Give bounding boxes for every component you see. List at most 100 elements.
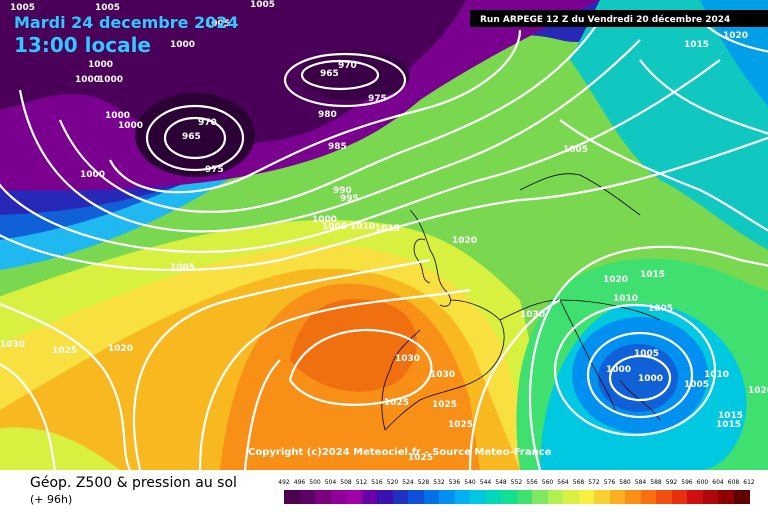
scale-swatch (516, 490, 533, 504)
scale-swatch (656, 490, 672, 504)
isobar-label: 985 (328, 142, 347, 152)
run-info: Run ARPEGE 12 Z du Vendredi 20 décembre … (480, 14, 730, 25)
scale-tick-label: 500 (309, 479, 321, 486)
scale-swatch (346, 490, 362, 504)
scale-swatch (563, 490, 579, 504)
isobar-label: 1000 (170, 40, 195, 50)
color-scale: 492 496 500 504 508 512 516 520 524 528 532 536 540 5… (278, 479, 755, 507)
scale-tick-label: 552 (510, 479, 523, 486)
scale-tick-label: 504 (324, 479, 337, 486)
isobar-label: 1030 (0, 340, 25, 350)
isobar-label: 1010 (350, 222, 375, 232)
scale-swatch (594, 490, 610, 504)
isobar-label: 1005 (634, 349, 659, 359)
scale-tick-label: 572 (588, 479, 600, 486)
scale-swatch (532, 490, 548, 504)
scale-tick-label: 512 (355, 479, 368, 486)
scale-swatch (718, 490, 734, 504)
scale-swatch (547, 490, 564, 504)
scale-tick-label: 596 (681, 479, 693, 486)
isobar-label: 990 (333, 186, 352, 196)
scale-swatch (361, 490, 378, 504)
isobar-label: 1000 (88, 60, 113, 70)
scale-swatch (423, 490, 440, 504)
scale-swatch (439, 490, 455, 504)
scale-tick-label: 520 (386, 479, 399, 486)
isobar-label: 1020 (108, 344, 133, 354)
isobar-label: 965 (182, 132, 201, 142)
isobar-label: 980 (318, 110, 337, 120)
z500-band-dark-purple (0, 0, 466, 144)
scale-swatch (501, 490, 517, 504)
isobar-label: 1015 (684, 40, 709, 50)
isobar-label: 1020 (452, 236, 477, 246)
isobar-label: 1015 (718, 411, 743, 421)
isobar-label: 970 (338, 61, 357, 71)
isobar-label: 970 (198, 118, 217, 128)
scale-tick-label: 536 (448, 479, 461, 486)
scale-tick-label: 492 (278, 479, 290, 486)
isobars (0, 19, 768, 470)
isobar-label: 1000 (606, 365, 631, 375)
isobar-label: 965 (320, 69, 339, 79)
scale-swatch (733, 490, 750, 504)
isobar-label: 1015 (716, 420, 741, 430)
scale-tick-label: 576 (603, 479, 616, 486)
legend-title: Géop. Z500 & pression au sol (30, 475, 237, 491)
scale-swatch (284, 490, 300, 504)
run-info-box (470, 10, 768, 27)
isobar-label: 1005 (10, 3, 35, 13)
isobar-label: 1010 (704, 370, 729, 380)
isobar-label: 1000 (118, 121, 143, 131)
isobar-label: 1005 (170, 263, 195, 273)
scale-swatch (609, 490, 626, 504)
isobar-label: 1020 (603, 275, 628, 285)
scale-tick-label: 600 (696, 479, 709, 486)
scale-tick-label: 564 (557, 479, 569, 486)
scale-swatch (687, 490, 703, 504)
scale-swatch (470, 490, 486, 504)
scale-tick-label: 608 (727, 479, 740, 486)
scale-tick-label: 496 (293, 479, 306, 486)
scale-swatch (315, 490, 331, 504)
scale-tick-label: 556 (526, 479, 538, 486)
scale-tick-label: 516 (371, 479, 383, 486)
forecast-time: 13:00 locale (14, 33, 151, 57)
isobar-label: 1005 (205, 19, 230, 29)
scale-tick-label: 548 (495, 479, 507, 486)
scale-tick-label: 532 (433, 479, 445, 486)
scale-swatch (408, 490, 424, 504)
scale-tick-label: 604 (712, 479, 724, 486)
isobar-label: 995 (340, 194, 359, 204)
isobar-label: 1000 (105, 111, 130, 121)
scale-swatch (625, 490, 641, 504)
scale-tick-label: 580 (619, 479, 631, 486)
isobar-label: 1005 (322, 222, 347, 232)
scale-swatch (671, 490, 688, 504)
isobar-label: 975 (205, 165, 224, 175)
scale-tick-label: 560 (541, 479, 554, 486)
isobar-label: 1025 (408, 453, 433, 463)
scale-tick-label: 524 (402, 479, 414, 486)
isobar-label: 1000 (312, 215, 337, 225)
isobar-label: 1005 (648, 304, 673, 314)
scale-swatch (377, 490, 393, 504)
weather-map: 1005 1005 1005 1005 1000 1000 1000 1000 … (0, 0, 768, 470)
isobar-label: 1005 (95, 3, 120, 13)
z500-band-dark-orange (290, 299, 417, 392)
scale-swatch (485, 490, 502, 504)
isobar-label: 1015 (640, 270, 665, 280)
scale-swatch (640, 490, 657, 504)
scale-swatch (578, 490, 595, 504)
scale-tick-label: 568 (572, 479, 585, 486)
isobar-label: 1000 (80, 170, 105, 180)
isobar-label: 1005 (250, 0, 275, 10)
scale-tick-label: 612 (743, 479, 755, 486)
scale-swatch (702, 490, 719, 504)
scale-tick-label: 588 (650, 479, 662, 486)
isobar-label: 1030 (520, 310, 545, 320)
isobar-label: 1005 (684, 380, 709, 390)
isobar-label: 1000 (75, 75, 100, 85)
scale-tick-label: 540 (464, 479, 476, 486)
isobar-label: 1000 (98, 75, 123, 85)
